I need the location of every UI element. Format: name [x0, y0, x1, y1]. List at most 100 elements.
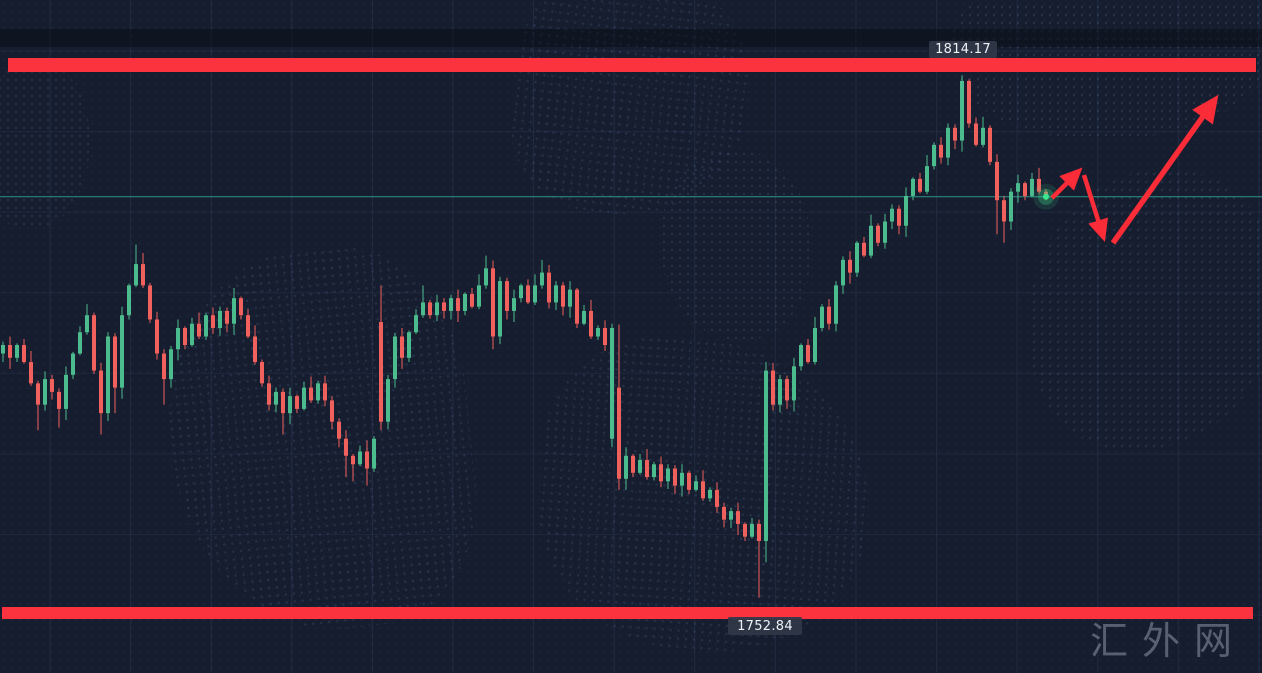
candle: [806, 339, 810, 364]
candle: [435, 294, 439, 322]
candle: [939, 137, 943, 164]
candle: [106, 332, 110, 421]
candle: [813, 316, 817, 365]
candle: [673, 465, 677, 495]
candle: [995, 154, 999, 235]
candle: [155, 311, 159, 360]
candle: [799, 343, 803, 371]
candle: [694, 475, 698, 492]
candle: [603, 320, 607, 351]
candle: [351, 454, 355, 482]
candle: [505, 277, 509, 320]
candle: [687, 471, 691, 495]
candle: [491, 260, 495, 350]
candle: [64, 366, 68, 420]
candle: [946, 123, 950, 166]
candle: [757, 519, 761, 598]
candle: [498, 276, 502, 345]
candle: [974, 117, 978, 147]
candle: [883, 213, 887, 249]
candle: [988, 125, 992, 166]
candle: [449, 294, 453, 320]
candle: [575, 287, 579, 328]
candle: [1009, 188, 1013, 231]
candle: [169, 345, 173, 388]
candle: [29, 350, 33, 386]
candle: [43, 371, 47, 411]
candle: [750, 517, 754, 539]
candle: [246, 309, 250, 339]
candle: [820, 304, 824, 332]
candle: [386, 374, 390, 430]
trend-arrows: [1050, 94, 1219, 245]
candle: [134, 244, 138, 288]
candle: [1, 341, 5, 363]
candle: [659, 456, 663, 488]
candle: [589, 299, 593, 340]
candle: [841, 256, 845, 294]
candle: [344, 430, 348, 478]
candle: [834, 281, 838, 332]
candle: [253, 325, 257, 365]
candle: [288, 387, 292, 425]
candle: [722, 502, 726, 528]
candle: [113, 333, 117, 414]
candle: [925, 155, 929, 195]
candle: [624, 447, 628, 490]
candle: [645, 448, 649, 480]
candle: [561, 281, 565, 316]
candle: [862, 236, 866, 258]
candle: [218, 306, 222, 336]
candle: [274, 387, 278, 413]
candle: [967, 79, 971, 128]
candle: [232, 287, 236, 335]
candle: [519, 283, 523, 303]
candle: [78, 326, 82, 356]
candle: [953, 124, 957, 150]
candle: [1016, 174, 1020, 203]
candle: [827, 299, 831, 330]
candle: [764, 362, 768, 563]
candle: [631, 454, 635, 478]
candle: [855, 241, 859, 277]
candle: [148, 282, 152, 323]
candle: [204, 312, 208, 340]
candle: [456, 289, 460, 323]
candle: [729, 507, 733, 529]
candle: [512, 289, 516, 323]
candle: [442, 298, 446, 319]
candle: [652, 461, 656, 481]
candle: [1037, 167, 1041, 195]
candle: [71, 351, 75, 380]
candle: [36, 380, 40, 431]
candle: [547, 264, 551, 309]
candle: [330, 396, 334, 430]
candle: [617, 324, 621, 490]
candle: [407, 330, 411, 363]
candle: [736, 502, 740, 535]
candle: [876, 223, 880, 247]
candle: [316, 380, 320, 404]
candle: [372, 436, 376, 472]
candle: [715, 482, 719, 513]
low-price-label: 1752.84: [728, 617, 802, 635]
candle: [85, 304, 89, 335]
candle: [197, 312, 201, 340]
candle: [1023, 181, 1027, 201]
candle: [379, 285, 383, 431]
candle: [120, 306, 124, 399]
candle: [526, 279, 530, 305]
candle: [92, 312, 96, 374]
candle: [771, 362, 775, 411]
candle: [239, 296, 243, 320]
candle: [911, 177, 915, 201]
candle: [141, 253, 145, 288]
candle: [540, 259, 544, 289]
candle: [890, 204, 894, 230]
candle: [778, 374, 782, 413]
last-price-glow-dot: [1033, 183, 1059, 210]
candle: [708, 487, 712, 502]
support-resistance-bands: [2, 58, 1256, 619]
candle: [918, 172, 922, 194]
